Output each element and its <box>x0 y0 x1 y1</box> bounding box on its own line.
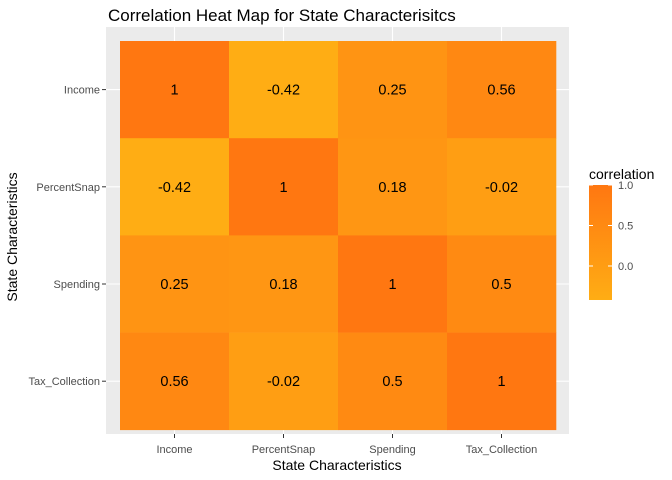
heatmap-cell-label: 0.56 <box>160 374 188 390</box>
y-tick-label: Spending <box>54 279 101 291</box>
legend-color-bar <box>589 185 612 300</box>
heatmap-cell <box>447 332 557 431</box>
heatmap-cell-label: 0.25 <box>378 83 406 99</box>
x-axis: Income PercentSnap Spending Tax_Collection <box>156 434 537 456</box>
legend-title: correlation <box>589 166 654 182</box>
heatmap-cell-label: -0.42 <box>158 180 191 196</box>
legend-tick-label: 1.0 <box>618 180 633 192</box>
heatmap-cell-label: 0.56 <box>487 83 515 99</box>
heatmap-cell <box>447 235 557 333</box>
heatmap-cell <box>338 235 448 333</box>
heatmap-cell-label: 0.25 <box>160 277 188 293</box>
y-axis-title: State Characteristics <box>4 172 20 301</box>
heatmap-cell <box>229 235 339 333</box>
heatmap-cell <box>229 138 339 236</box>
x-tick-label: Income <box>156 444 192 456</box>
heatmap-cell-label: 1 <box>279 180 287 196</box>
heatmap-cell <box>447 138 557 236</box>
heatmap-cell <box>447 41 557 139</box>
heatmap-cell-labels: 1 -0.42 0.25 0.56 -0.42 1 0.18 -0.02 0.25 0.18 1 0.… <box>158 83 518 391</box>
heatmap-cell <box>120 332 230 431</box>
heatmap-cell-label: 1 <box>497 374 505 390</box>
heatmap-cell-label: 0.5 <box>491 277 511 293</box>
heatmap-cell <box>229 332 339 431</box>
heatmap-cell-label: -0.02 <box>267 374 300 390</box>
heatmap-cell <box>120 138 230 236</box>
chart-title: Correlation Heat Map for State Character… <box>108 6 456 25</box>
x-tick-label: Spending <box>369 444 416 456</box>
heatmap-cell-label: 0.18 <box>269 277 297 293</box>
heatmap-cell <box>338 332 448 431</box>
heatmap-cell <box>120 235 230 333</box>
x-tick-label: PercentSnap <box>252 444 316 456</box>
y-tick-label: Tax_Collection <box>28 376 100 388</box>
heatmap-cell-label: -0.02 <box>485 180 518 196</box>
y-axis: Income PercentSnap Spending Tax_Collection <box>28 85 106 388</box>
y-tick-label: Income <box>64 85 100 97</box>
heatmap-cell <box>338 41 448 139</box>
heatmap-cell-label: 1 <box>388 277 396 293</box>
legend-tick-label: 0.0 <box>618 261 633 273</box>
heatmap-cell-label: -0.42 <box>267 83 300 99</box>
legend-ticks: 1.0 0.5 0.0 <box>589 180 633 273</box>
legend: correlation 1.0 0.5 0.0 <box>589 166 654 300</box>
heatmap-cell-label: 0.5 <box>382 374 402 390</box>
heatmap-cells <box>120 41 557 431</box>
heatmap-cell-label: 0.18 <box>378 180 406 196</box>
y-tick-label: PercentSnap <box>36 182 100 194</box>
x-axis-title: State Characteristics <box>272 457 401 473</box>
heatmap-cell <box>229 41 339 139</box>
heatmap-cell-label: 1 <box>170 83 178 99</box>
heatmap-cell <box>120 41 230 139</box>
x-tick-label: Tax_Collection <box>466 444 538 456</box>
legend-tick-label: 0.5 <box>618 220 633 232</box>
heatmap-cell <box>338 138 448 236</box>
